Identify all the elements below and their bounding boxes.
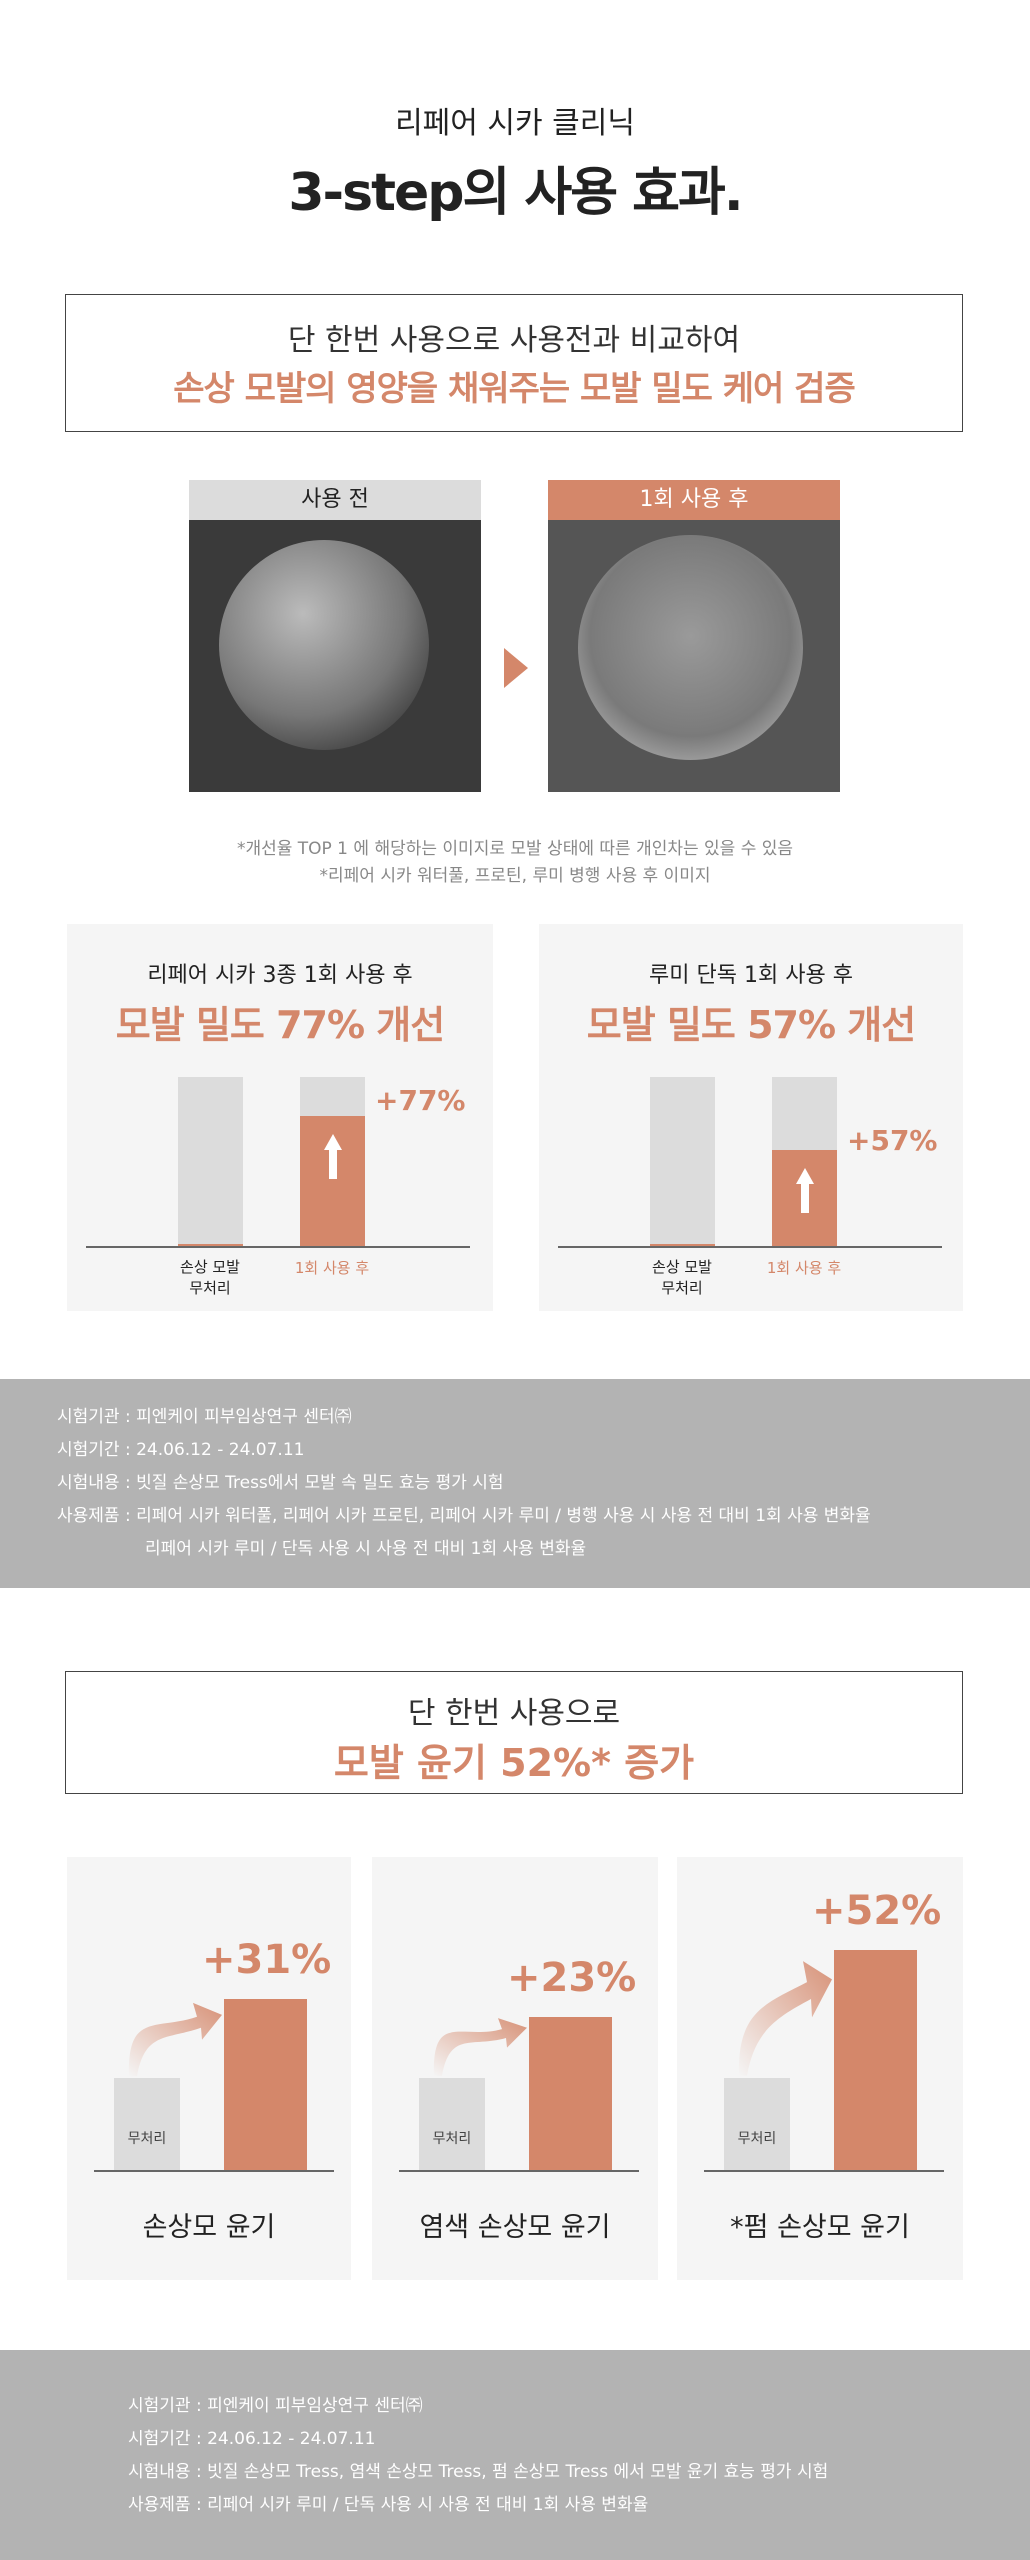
- info-row: 사용제품 : 리페어 시카 워터풀, 리페어 시카 프로틴, 리페어 시카 루미…: [57, 1506, 871, 1526]
- value-label: +23%: [507, 1955, 637, 2002]
- x-axis: [558, 1246, 942, 1248]
- info-row: 시험기간 : 24.06.12 - 24.07.11: [128, 2429, 376, 2449]
- after-label: 1회 사용 후: [548, 480, 840, 520]
- density-card-1: 리페어 시카 3종 1회 사용 후 모발 밀도 77% 개선 +77% 손상 모…: [67, 924, 493, 1311]
- bar-untreated: [178, 1077, 243, 1247]
- card-caption: 손상모 윤기: [142, 2212, 276, 2243]
- box-line-1: 단 한번 사용으로: [407, 1696, 621, 1731]
- test-info-band-2: 시험기관 : 피엔케이 피부임상연구 센터㈜ 시험기간 : 24.06.12 -…: [0, 2350, 1030, 2560]
- bar-after-use: [834, 1950, 917, 2171]
- arrow-up-icon: [324, 1134, 342, 1151]
- bar-untreated: 무처리: [724, 2078, 790, 2171]
- box-line-2: 손상 모발의 영양을 채워주는 모발 밀도 케어 검증: [173, 369, 855, 409]
- box-line-1: 단 한번 사용으로 사용전과 비교하여: [287, 323, 741, 358]
- bar-untreated: 무처리: [114, 2078, 180, 2171]
- page-title: 3-step의 사용 효과.: [288, 163, 743, 223]
- info-row: 시험내용 : 빗질 손상모 Tress에서 모발 속 밀도 효능 평가 시험: [57, 1473, 504, 1493]
- x-axis: [704, 2170, 944, 2172]
- bar-after-use: [772, 1077, 837, 1247]
- after-photo: 1회 사용 후: [548, 480, 840, 792]
- before-label: 사용 전: [189, 480, 481, 520]
- value-label: +52%: [812, 1888, 942, 1935]
- arrow-right-icon: [504, 648, 528, 688]
- bar-label: 무처리: [127, 2131, 167, 2147]
- x-axis: [86, 1246, 470, 1248]
- x-label: 손상 모발 무처리: [652, 1258, 712, 1297]
- arrow-up-icon: [796, 1168, 814, 1185]
- curved-arrow-icon: [128, 2002, 222, 2076]
- shine-card: 무처리 +31% 손상모 윤기: [67, 1857, 351, 2280]
- bar-label: 무처리: [432, 2131, 472, 2147]
- x-label: 1회 사용 후: [766, 1259, 842, 1277]
- card-caption: 루미 단독 1회 사용 후: [649, 963, 853, 988]
- x-axis: [94, 2170, 334, 2172]
- page-subtitle: 리페어 시카 클리닉: [395, 106, 635, 141]
- photo-notes: *개선율 TOP 1 에 해당하는 이미지로 모발 상태에 따른 개인차는 있을…: [0, 836, 1030, 890]
- density-card-2: 루미 단독 1회 사용 후 모발 밀도 57% 개선 +57% 손상 모발 무처…: [539, 924, 963, 1311]
- card-caption: 리페어 시카 3종 1회 사용 후: [147, 963, 413, 988]
- info-row: 시험기관 : 피엔케이 피부임상연구 센터㈜: [128, 2396, 423, 2416]
- box-line-2: 모발 윤기 52%* 증가: [333, 1741, 695, 1785]
- bar-untreated: 무처리: [419, 2078, 485, 2171]
- info-row: 시험기관 : 피엔케이 피부임상연구 센터㈜: [57, 1407, 352, 1427]
- bar-fill: [300, 1116, 365, 1247]
- bar-fill: [772, 1150, 837, 1247]
- info-row: 시험내용 : 빗질 손상모 Tress, 염색 손상모 Tress, 펌 손상모…: [128, 2462, 829, 2482]
- info-row: 시험기간 : 24.06.12 - 24.07.11: [57, 1440, 305, 1460]
- info-row: 사용제품 : 리페어 시카 루미 / 단독 사용 시 사용 전 대비 1회 사용…: [128, 2495, 649, 2515]
- note-line: *개선율 TOP 1 에 해당하는 이미지로 모발 상태에 따른 개인차는 있을…: [236, 839, 794, 859]
- card-caption: 염색 손상모 윤기: [419, 2212, 611, 2243]
- test-info-band-1: 시험기관 : 피엔케이 피부임상연구 센터㈜ 시험기간 : 24.06.12 -…: [0, 1379, 1030, 1588]
- info-row: 리페어 시카 루미 / 단독 사용 시 사용 전 대비 1회 사용 변화율: [145, 1539, 587, 1559]
- card-headline: 모발 밀도 77% 개선: [115, 1003, 445, 1047]
- note-line: *리페어 시카 워터풀, 프로틴, 루미 병행 사용 후 이미지: [319, 866, 711, 886]
- bar-label: 무처리: [737, 2131, 777, 2147]
- value-label: +31%: [202, 1936, 332, 1983]
- hair-cross-section-image: [578, 535, 803, 760]
- card-headline: 모발 밀도 57% 개선: [586, 1003, 916, 1047]
- bar-after-use: [300, 1077, 365, 1247]
- value-label: +57%: [847, 1124, 938, 1157]
- shine-headline-box: 단 한번 사용으로 모발 윤기 52%* 증가: [65, 1671, 963, 1794]
- bar-after-use: [224, 1998, 307, 2171]
- bar-untreated: [650, 1077, 715, 1247]
- bar-after-use: [529, 2017, 612, 2171]
- hair-cross-section-image: [219, 540, 429, 750]
- x-label: 손상 모발 무처리: [180, 1258, 240, 1297]
- before-photo: 사용 전: [189, 480, 481, 792]
- card-caption: *펌 손상모 윤기: [730, 2212, 910, 2243]
- x-axis: [399, 2170, 639, 2172]
- shine-card: 무처리 +52% *펌 손상모 윤기: [677, 1857, 963, 2280]
- x-label: 1회 사용 후: [294, 1259, 370, 1277]
- curved-arrow-icon: [738, 1961, 832, 2076]
- curved-arrow-icon: [433, 2018, 527, 2076]
- shine-card: 무처리 +23% 염색 손상모 윤기: [372, 1857, 658, 2280]
- density-headline-box: 단 한번 사용으로 사용전과 비교하여 손상 모발의 영양을 채워주는 모발 밀…: [65, 294, 963, 432]
- value-label: +77%: [375, 1084, 466, 1117]
